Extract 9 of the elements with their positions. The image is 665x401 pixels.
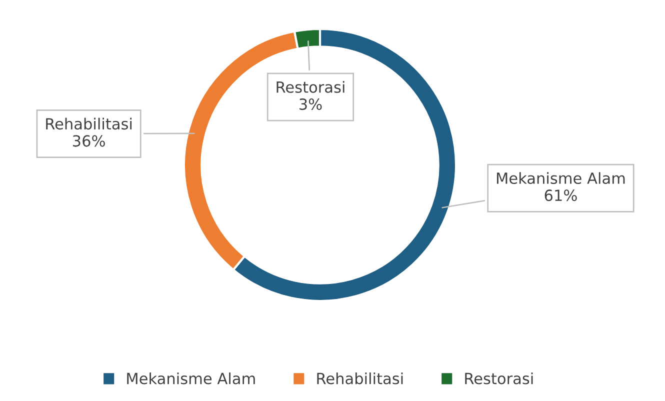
slice-label: Mekanisme Alam bbox=[496, 172, 625, 184]
legend-label: Mekanisme Alam bbox=[127, 372, 255, 384]
data-label: 36% bbox=[72, 135, 105, 147]
legend-label: Rehabilitasi bbox=[317, 372, 403, 384]
slice-label: Restorasi bbox=[276, 81, 344, 93]
legend-label: Restorasi bbox=[465, 372, 533, 384]
slice-label: Rehabilitasi bbox=[46, 118, 132, 130]
data-label: 61% bbox=[544, 190, 577, 202]
data-label: 3% bbox=[300, 98, 322, 110]
